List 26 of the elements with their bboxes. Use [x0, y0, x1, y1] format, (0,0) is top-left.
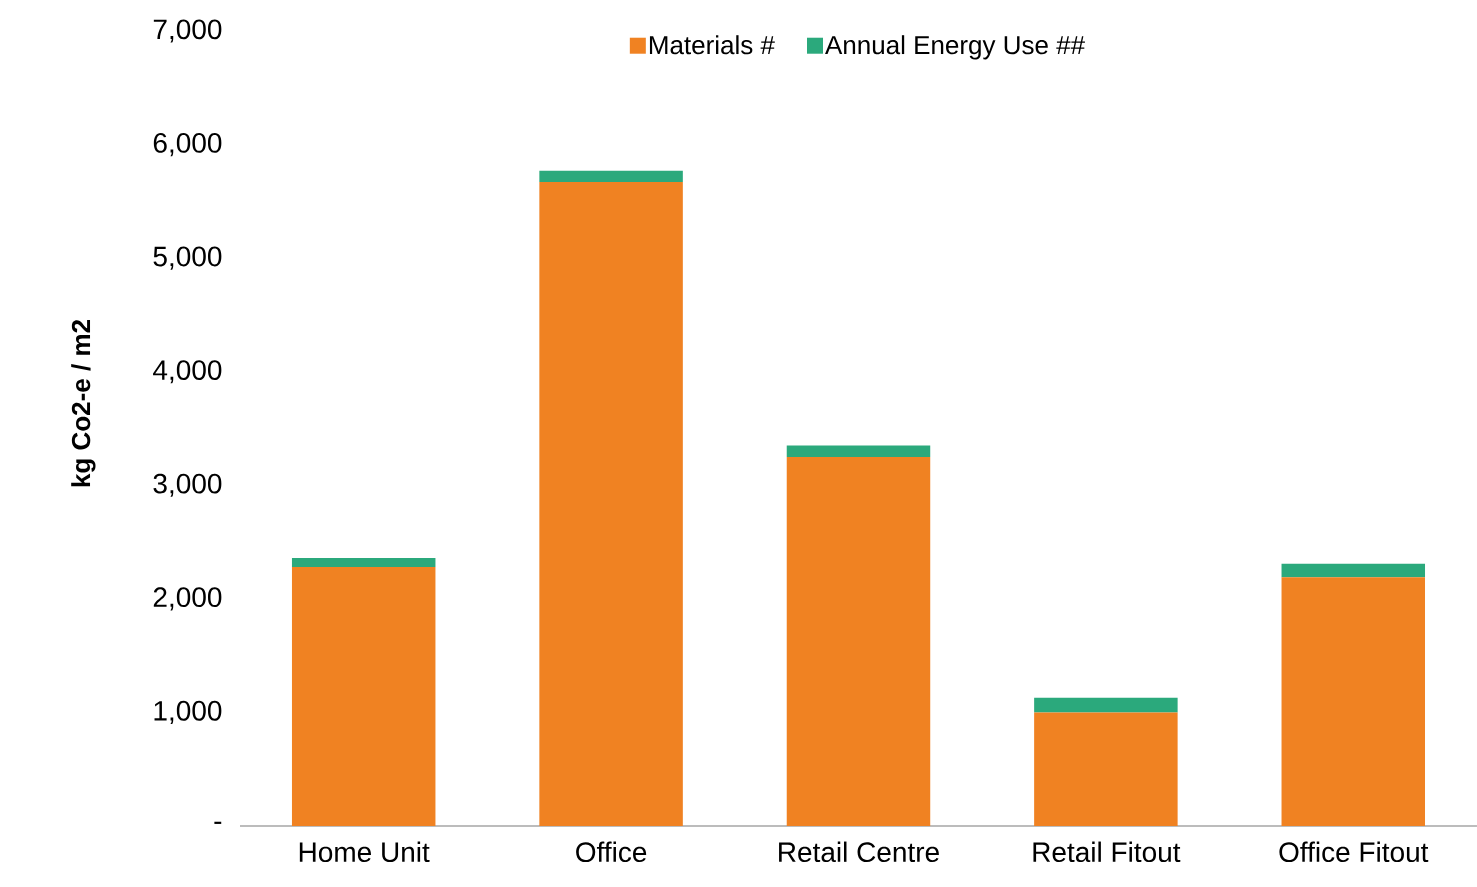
- y-tick-label: 7,000: [153, 19, 222, 43]
- bar: [786, 456, 931, 826]
- x-tick-label: Retail Fitout: [1033, 841, 1181, 863]
- x-tick-label: Home Unit: [299, 841, 430, 863]
- x-tick-label: Office Fitout: [1279, 841, 1429, 863]
- y-tick-label: 4,000: [153, 360, 222, 384]
- y-tick-label: 2,000: [153, 587, 222, 611]
- bar: [1281, 577, 1426, 826]
- bar: [1281, 563, 1426, 578]
- bar: [291, 567, 436, 826]
- bar: [539, 182, 683, 826]
- legend-label: Materials #: [649, 35, 775, 55]
- bar: [291, 557, 436, 568]
- y-tick-label: 6,000: [153, 133, 222, 157]
- y-tick-label: 1,000: [154, 700, 222, 724]
- bar: [1034, 697, 1178, 713]
- bar: [539, 170, 683, 183]
- y-tick-label: -: [214, 821, 222, 824]
- bar: [1034, 712, 1178, 826]
- bar: [786, 445, 931, 457]
- x-tick-label: Retail Centre: [779, 841, 939, 863]
- y-tick-label: 3,000: [153, 473, 222, 497]
- legend-label: Annual Energy Use ##: [825, 35, 1085, 60]
- y-tick-label: 5,000: [153, 246, 222, 270]
- y-axis-title: kg Co2-e / m2: [71, 320, 96, 487]
- x-tick-label: Office: [576, 841, 647, 863]
